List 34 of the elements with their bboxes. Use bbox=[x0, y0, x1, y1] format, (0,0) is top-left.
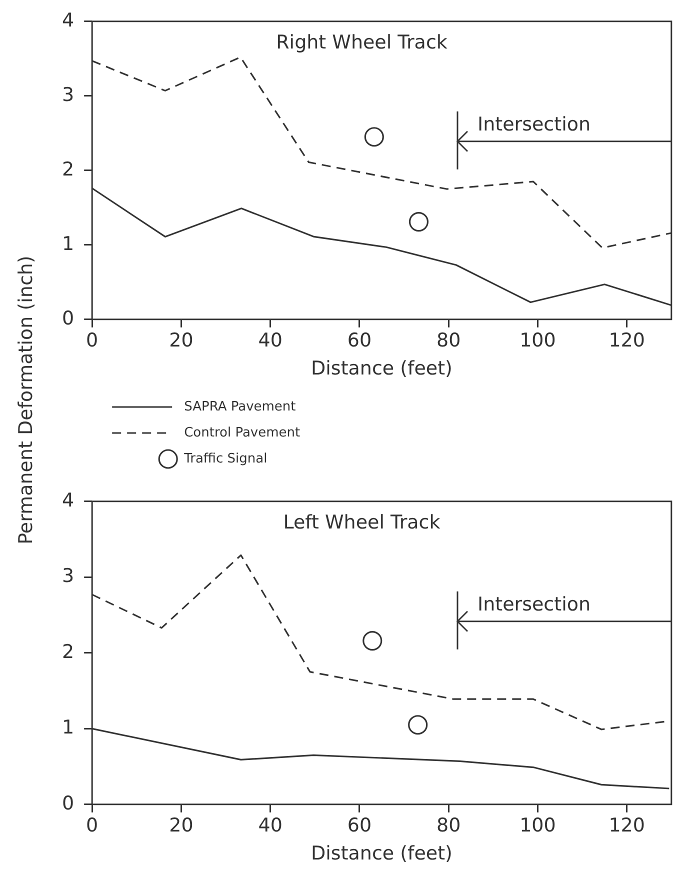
y-tick-label: 2 bbox=[62, 640, 74, 663]
y-tick-label: 1 bbox=[62, 232, 74, 255]
x-tick-label: 60 bbox=[347, 814, 372, 837]
x-axis-title: Distance (feet) bbox=[311, 842, 452, 865]
y-tick-label: 3 bbox=[62, 84, 74, 106]
x-tick-label: 100 bbox=[520, 814, 556, 837]
x-tick-label: 80 bbox=[436, 330, 461, 352]
x-tick-label: 100 bbox=[520, 330, 556, 352]
y-tick-label: 3 bbox=[62, 565, 74, 588]
legend-label: Control Pavement bbox=[184, 425, 300, 440]
x-tick-label: 120 bbox=[608, 330, 645, 352]
x-tick-label: 60 bbox=[347, 330, 372, 352]
x-tick-label: 40 bbox=[258, 814, 282, 837]
x-tick-label: 20 bbox=[169, 814, 194, 837]
legend-label: SAPRA Pavement bbox=[184, 399, 296, 414]
y-tick-label: 4 bbox=[62, 9, 74, 32]
y-tick-label: 0 bbox=[62, 792, 74, 814]
x-tick-label: 20 bbox=[169, 330, 194, 352]
y-tick-label: 1 bbox=[62, 716, 74, 739]
x-tick-label: 40 bbox=[258, 330, 282, 352]
y-tick-label: 2 bbox=[62, 158, 74, 180]
x-tick-label: 80 bbox=[436, 814, 461, 837]
x-tick-label: 0 bbox=[86, 814, 98, 837]
text: Left Wheel Track bbox=[283, 511, 440, 534]
x-axis-title: Distance (feet) bbox=[311, 358, 452, 380]
y-tick-label: 4 bbox=[62, 489, 74, 512]
x-tick-label: 0 bbox=[86, 330, 98, 352]
text: Right Wheel Track bbox=[276, 31, 448, 54]
y-tick-label: 0 bbox=[62, 307, 74, 330]
ref-line-label: Intersection bbox=[478, 113, 591, 136]
y-axis-title: Permanent Deformation (inch) bbox=[15, 256, 37, 544]
x-tick-label: 120 bbox=[608, 814, 645, 837]
ref-line-label: Intersection bbox=[478, 593, 591, 616]
legend-label: Traffic Signal bbox=[183, 451, 268, 466]
